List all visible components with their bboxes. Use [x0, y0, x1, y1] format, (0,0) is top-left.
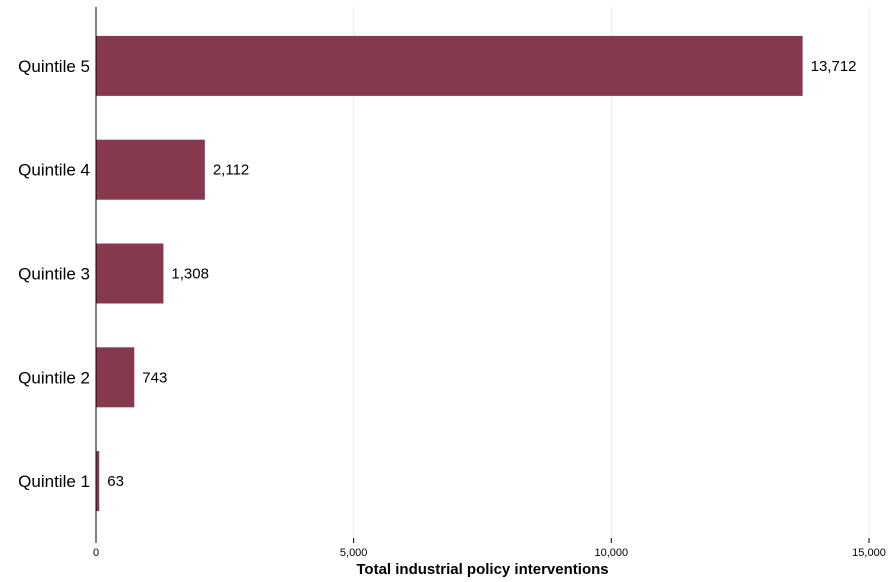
category-labels: Quintile 5 Quintile 4 Quintile 3 Quintile 2…: [18, 57, 90, 491]
bar-value-label: 743: [142, 369, 167, 386]
bar-value-label: 2,112: [213, 162, 249, 179]
bar: [96, 139, 205, 200]
x-tick-label: 15,000: [852, 547, 886, 559]
category-label: Quintile 4: [18, 161, 90, 180]
bar-value-label: 1,308: [171, 266, 209, 283]
x-tick-label: 5,000: [340, 547, 368, 559]
bar-value-label: 13,712: [811, 58, 857, 75]
bar: [96, 451, 100, 512]
x-axis-title: Total industrial policy interventions: [356, 561, 608, 578]
bar: [96, 243, 164, 304]
bar-value-label: 63: [107, 473, 124, 490]
x-tick-label: 0: [93, 547, 99, 559]
category-label: Quintile 1: [18, 472, 90, 491]
category-label: Quintile 3: [18, 265, 90, 284]
bar: [96, 347, 135, 408]
x-tick-label: 10,000: [595, 547, 629, 559]
value-labels: 13,712 2,112 1,308 743 63: [107, 58, 856, 490]
category-label: Quintile 5: [18, 57, 90, 76]
category-label: Quintile 2: [18, 368, 90, 387]
x-axis-ticks: 0 5,000 10,000 15,000: [93, 538, 886, 559]
bar: [96, 35, 803, 96]
bars: [96, 35, 803, 512]
